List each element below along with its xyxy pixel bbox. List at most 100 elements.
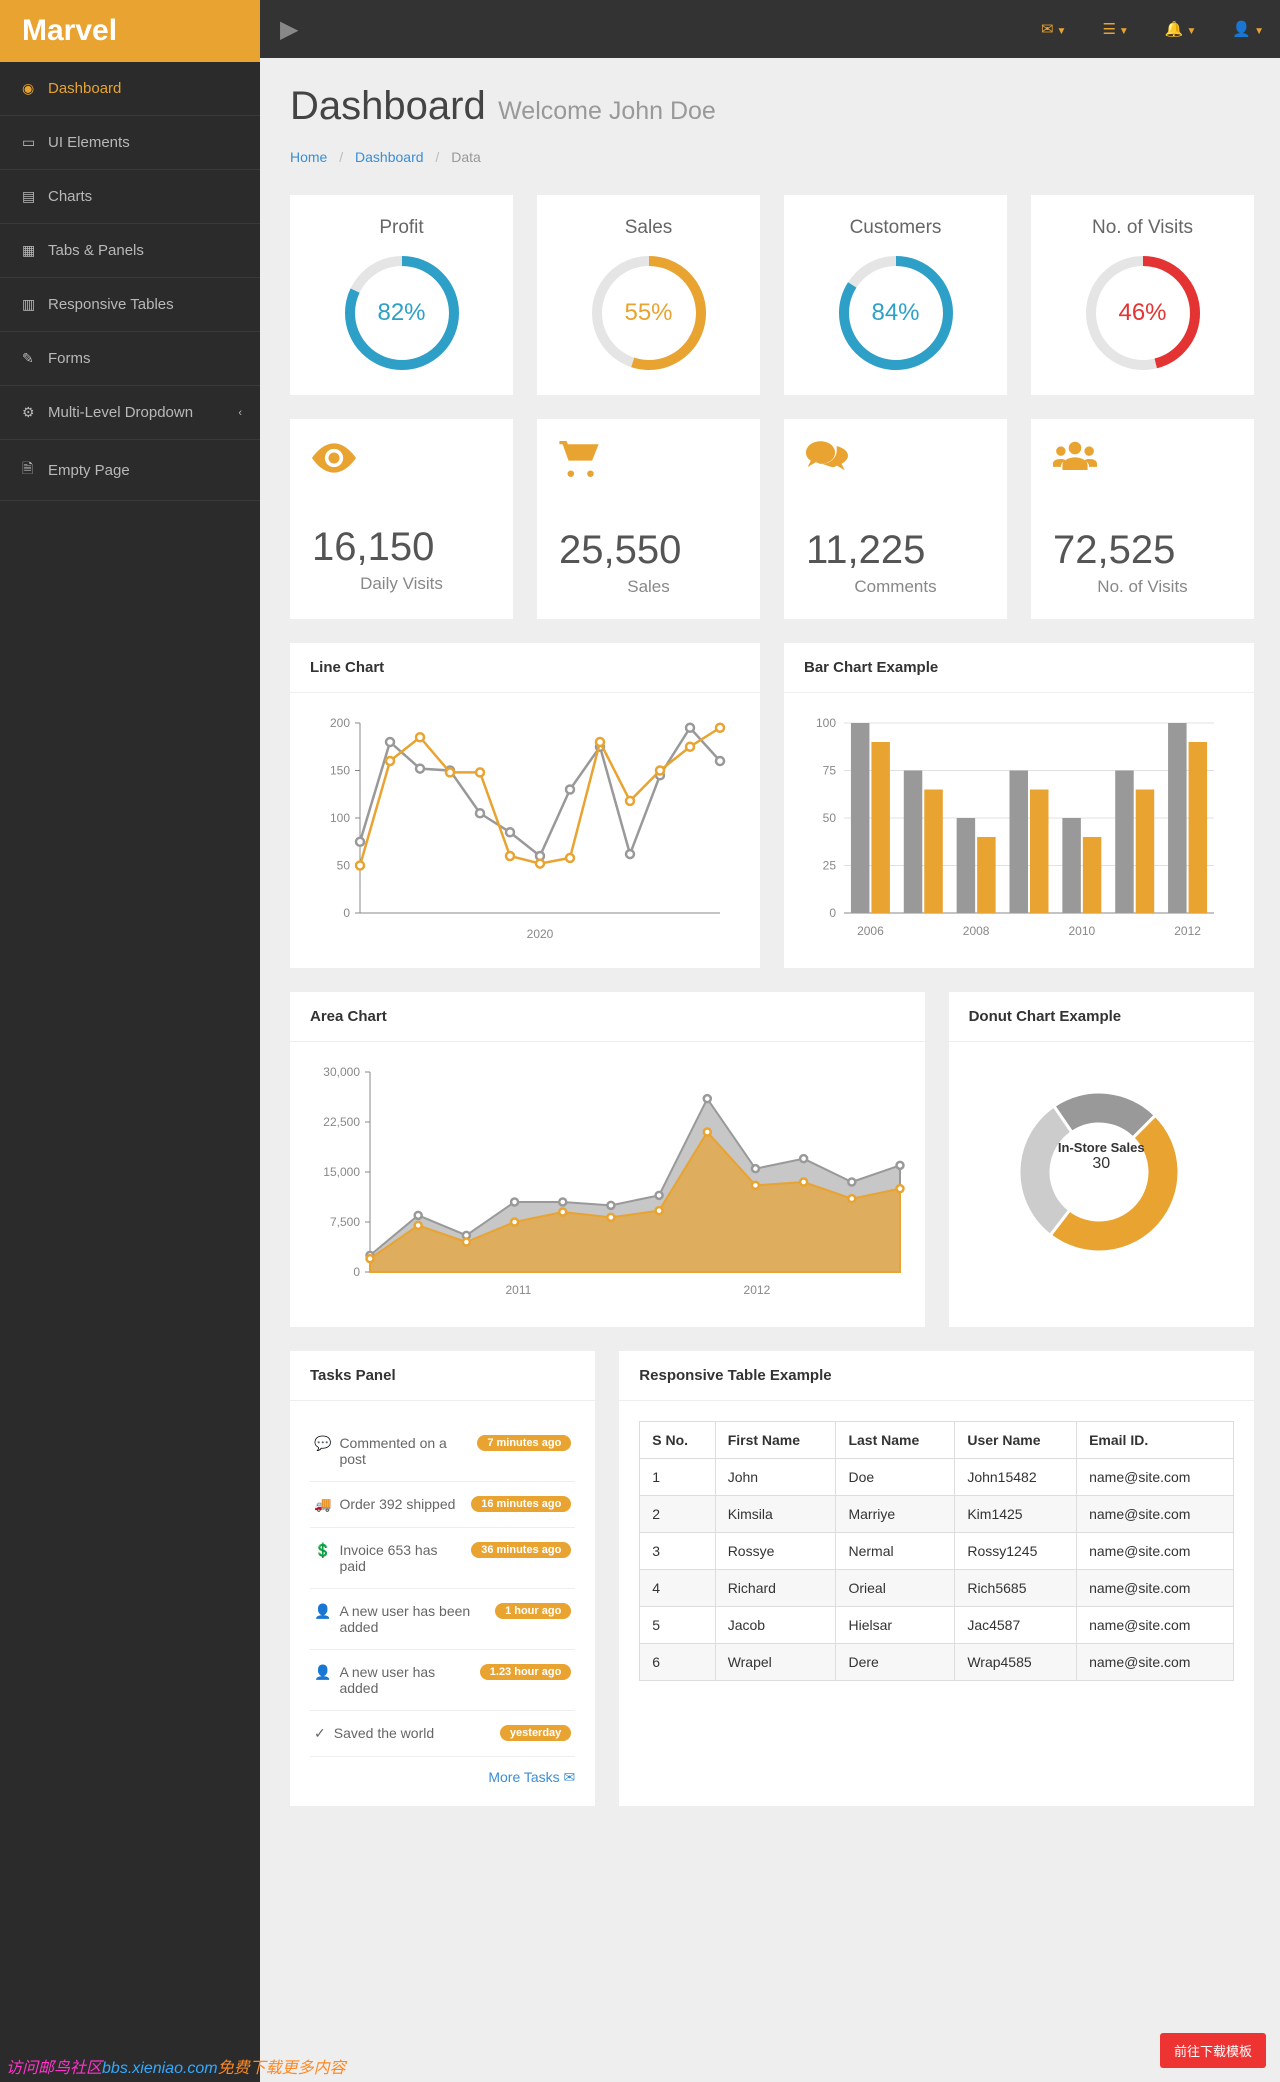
topbar-alerts-icon[interactable]: 🔔▼ [1165,20,1197,38]
table-cell: 4 [640,1570,715,1607]
table-row: 6WrapelDereWrap4585name@site.com [640,1644,1234,1681]
table-cell: Rossy1245 [955,1533,1077,1570]
table-cell: Richard [715,1570,836,1607]
table-cell: Marriye [836,1496,955,1533]
area-chart: 07,50015,00022,50030,00020112012 [310,1062,910,1302]
panel-title: Responsive Table Example [619,1351,1254,1401]
kpi-customers: Customers84% [784,195,1007,395]
stat-value: 72,525 [1053,528,1232,573]
table-cell: Jac4587 [955,1607,1077,1644]
table-cell: Dere [836,1644,955,1681]
stat-label: Sales [559,577,738,597]
task-item[interactable]: 👤 A new user has added 1.23 hour ago [310,1650,575,1711]
kpi-percent: 46% [1083,253,1203,373]
nav-multi-level[interactable]: ⚙Multi-Level Dropdown‹ [0,386,260,440]
panel-title: Tasks Panel [290,1351,595,1401]
table-cell: 3 [640,1533,715,1570]
comments-icon [806,441,985,486]
donut-chart-panel: Donut Chart Example In-Store Sales 30 [949,992,1254,1327]
breadcrumb-dashboard[interactable]: Dashboard [355,149,424,165]
task-text: Saved the world [334,1725,492,1741]
donut-center-label: In-Store Sales [949,1140,1254,1155]
table-cell: John15482 [955,1459,1077,1496]
task-icon: 💬 [314,1435,331,1452]
svg-text:0: 0 [829,906,836,920]
panel-title: Bar Chart Example [784,643,1254,693]
svg-text:100: 100 [816,716,836,730]
table-cell: 2 [640,1496,715,1533]
nav-icon: ◉ [22,80,48,97]
task-icon: 💲 [314,1542,331,1559]
task-text: Commented on a post [339,1435,469,1467]
task-item[interactable]: 💲Invoice 653 has paid36 minutes ago [310,1528,575,1589]
brand-logo[interactable]: Marvel [0,0,260,62]
kpi-title: Profit [312,217,491,239]
bar-chart: 02550751002006200820102012 [804,713,1224,943]
more-tasks-link[interactable]: More Tasks ✉ [488,1769,575,1785]
svg-text:2011: 2011 [505,1283,531,1297]
task-text: A new user has added [339,1664,471,1696]
line-chart-panel: Line Chart 0501001502002020 [290,643,760,968]
task-badge: 1.23 hour ago [480,1664,572,1680]
svg-text:2012: 2012 [744,1283,771,1297]
table-cell: Doe [836,1459,955,1496]
nav-empty-page[interactable]: 🗎Empty Page [0,440,260,501]
nav-charts[interactable]: ▤Charts [0,170,260,224]
table-cell: Hielsar [836,1607,955,1644]
kpi-profit: Profit 82% [290,195,513,395]
nav-label: Empty Page [48,462,130,479]
nav-forms[interactable]: ✎Forms [0,332,260,386]
kpi-title: No. of Visits [1053,217,1232,239]
table-cell: Jacob [715,1607,836,1644]
stat-label: Daily Visits [312,574,491,594]
topbar-mail-icon[interactable]: ✉▼ [1041,20,1066,38]
nav-tabs-panels[interactable]: ▦Tabs & Panels [0,224,260,278]
nav-dashboard[interactable]: ◉Dashboard [0,62,260,116]
table-row: 3RossyeNermalRossy1245name@site.com [640,1533,1234,1570]
nav-icon: ✎ [22,350,48,367]
svg-text:2012: 2012 [1174,924,1201,938]
nav-responsive-tables[interactable]: ▥Responsive Tables [0,278,260,332]
table-cell: Nermal [836,1533,955,1570]
table-cell: name@site.com [1077,1533,1234,1570]
table-row: 4RichardOriealRich5685name@site.com [640,1570,1234,1607]
topbar-tasks-icon[interactable]: ☰▼ [1102,20,1128,38]
table-header: Last Name [836,1422,955,1459]
task-icon: ✓ [314,1725,326,1742]
svg-text:100: 100 [330,811,350,825]
table-cell: name@site.com [1077,1496,1234,1533]
table-header: First Name [715,1422,836,1459]
svg-text:25: 25 [823,859,837,873]
tasks-panel: Tasks Panel 💬Commented on a post7 minute… [290,1351,595,1806]
download-template-button[interactable]: 前往下载模板 [1160,2033,1266,2068]
sidebar-toggle-icon[interactable]: ▶ [280,15,298,44]
table-cell: 1 [640,1459,715,1496]
task-item[interactable]: 💬Commented on a post7 minutes ago [310,1421,575,1482]
line-chart: 0501001502002020 [310,713,730,943]
cart-icon [559,441,738,486]
stat-novisits: 72,525No. of Visits [1031,419,1254,619]
nav-icon: ▤ [22,188,48,205]
task-item[interactable]: 🚚Order 392 shipped16 minutes ago [310,1482,575,1528]
task-badge: 1 hour ago [495,1603,571,1619]
task-icon: 👤 [314,1664,331,1681]
task-item[interactable]: 👤A new user has been added1 hour ago [310,1589,575,1650]
task-text: Invoice 653 has paid [339,1542,463,1574]
nav-ui-elements[interactable]: ▭UI Elements [0,116,260,170]
panel-title: Area Chart [290,992,925,1042]
task-item[interactable]: ✓Saved the worldyesterday [310,1711,575,1757]
page-title: Dashboard [290,84,486,128]
nav-icon: ▥ [22,296,48,313]
task-text: A new user has been added [339,1603,487,1635]
nav-icon: ▭ [22,134,48,151]
table-header: Email ID. [1077,1422,1234,1459]
nav-icon: 🗎 [22,458,48,482]
donut-center-value: 30 [949,1155,1254,1173]
table-cell: John [715,1459,836,1496]
kpi-percent: 82% [342,253,462,373]
breadcrumb-home[interactable]: Home [290,149,327,165]
page-subtitle: Welcome John Doe [498,97,716,125]
page-header: Dashboard Welcome John Doe [260,58,1280,139]
topbar-user-icon[interactable]: 👤▼ [1232,20,1264,38]
kpi-title: Customers [806,217,985,239]
